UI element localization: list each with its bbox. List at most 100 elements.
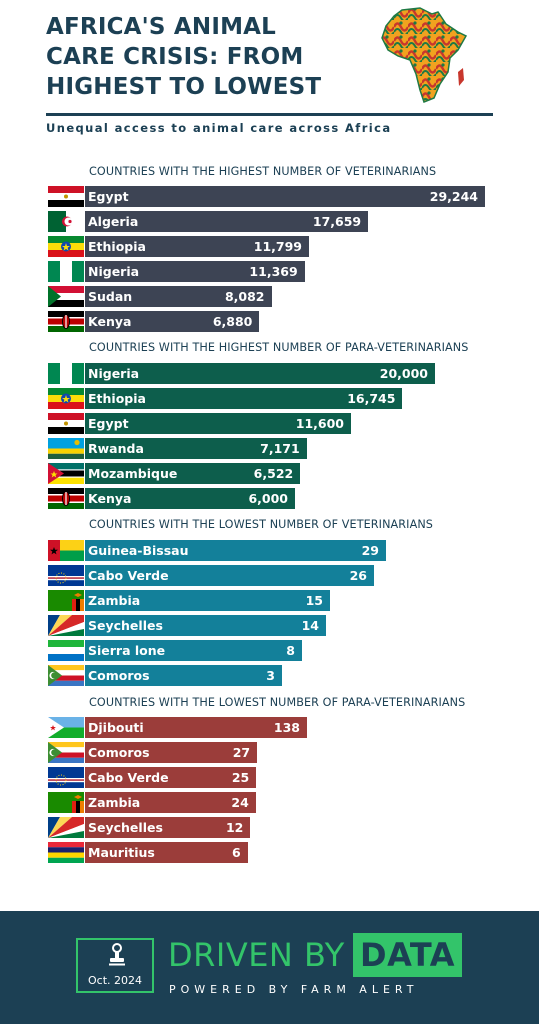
bar-category-label: Egypt — [88, 189, 129, 204]
bar: Cabo Verde 25 — [85, 767, 257, 788]
bar: Mozambique 6,522 — [85, 463, 301, 484]
title-divider — [46, 113, 493, 116]
stamp-icon — [109, 943, 125, 966]
bar: Zambia 15 — [85, 590, 330, 611]
bar-value-label: 8 — [286, 643, 295, 658]
comoros-flag-icon — [48, 742, 84, 763]
title-line: HIGHEST TO LOWEST — [46, 74, 322, 100]
bar-category-label: Nigeria — [88, 264, 140, 279]
brand-text: DRIVEN BY — [168, 936, 345, 974]
chart-title: COUNTRIES WITH THE HIGHEST NUMBER OF PAR… — [89, 341, 469, 354]
date-badge: Oct. 2024 — [76, 938, 154, 993]
kenya-flag-icon — [48, 488, 84, 509]
ethiopia-flag-icon — [48, 236, 84, 257]
powered-by: POWERED BY FARM ALERT — [169, 983, 419, 996]
bar-value-label: 29,244 — [429, 189, 478, 204]
nigeria-flag-icon — [48, 261, 84, 282]
brand-data-box: DATA — [353, 933, 462, 977]
ethiopia-flag-icon — [48, 388, 84, 409]
bar-category-label: Djibouti — [88, 720, 144, 735]
bar-category-label: Mozambique — [88, 466, 178, 481]
bar: Seychelles 14 — [85, 615, 326, 636]
bar-value-label: 3 — [266, 668, 275, 683]
bar: Zambia 24 — [85, 792, 256, 813]
bar-value-label: 6,522 — [253, 466, 294, 481]
bar-category-label: Kenya — [88, 491, 132, 506]
bar-category-label: Seychelles — [88, 820, 163, 835]
bar-category-label: Sierra lone — [88, 643, 166, 658]
mauritius-flag-icon — [48, 842, 84, 863]
bar-value-label: 6 — [231, 845, 241, 860]
zambia-flag-icon — [48, 792, 84, 813]
bar-category-label: Seychelles — [88, 618, 163, 633]
bar: Nigeria 20,000 — [85, 363, 435, 384]
bar: Egypt 29,244 — [85, 186, 485, 207]
bar: Comoros 3 — [85, 665, 282, 686]
zambia-flag-icon — [48, 590, 84, 611]
brand-data-text: DATA — [360, 936, 455, 974]
bar-category-label: Comoros — [88, 668, 150, 683]
bar: Seychelles 12 — [85, 817, 251, 838]
bar-category-label: Cabo Verde — [88, 568, 169, 583]
bar-category-label: Egypt — [88, 416, 129, 431]
chart-title: COUNTRIES WITH THE HIGHEST NUMBER OF VET… — [89, 165, 437, 178]
bar: Algeria 17,659 — [85, 211, 369, 232]
bar-value-label: 25 — [231, 770, 250, 785]
bar-value-label: 6,000 — [248, 491, 288, 506]
bar-value-label: 11,600 — [295, 416, 344, 431]
bar-category-label: Guinea-Bissau — [88, 543, 189, 558]
chart-title: COUNTRIES WITH THE LOWEST NUMBER OF VETE… — [89, 518, 433, 531]
chart-title: COUNTRIES WITH THE LOWEST NUMBER OF PARA… — [89, 696, 466, 709]
bar-value-label: 11,369 — [249, 264, 298, 279]
bar: Comoros 27 — [85, 742, 258, 763]
bar-category-label: Kenya — [88, 314, 132, 329]
mozambique-flag-icon — [48, 463, 84, 484]
title-line: CARE CRISIS: FROM — [46, 44, 304, 70]
bar-value-label: 6,880 — [212, 314, 253, 329]
title-line: AFRICA'S ANIMAL — [46, 14, 277, 40]
bar: Kenya 6,880 — [85, 311, 260, 332]
badge-date: Oct. 2024 — [87, 974, 142, 987]
page-title: AFRICA'S ANIMAL CARE CRISIS: FROM HIGHES… — [46, 12, 376, 102]
bar: Cabo Verde 26 — [85, 565, 374, 586]
bar: Djibouti 138 — [85, 717, 307, 738]
algeria-flag-icon — [48, 211, 84, 232]
cabo-verde-flag-icon — [48, 565, 84, 586]
bar-category-label: Algeria — [88, 214, 139, 229]
bar-category-label: Sudan — [88, 289, 133, 304]
bar-category-label: Comoros — [88, 745, 150, 760]
comoros-flag-icon — [48, 665, 84, 686]
bar: Guinea-Bissau 29 — [85, 540, 386, 561]
footer: Oct. 2024 DRIVEN BY DATA POWERED BY FARM… — [0, 911, 539, 1024]
bar-value-label: 17,659 — [312, 214, 362, 229]
bar: Mauritius 6 — [85, 842, 248, 863]
bar: Sierra lone 8 — [85, 640, 302, 661]
egypt-flag-icon — [48, 186, 84, 207]
seychelles-flag-icon — [48, 615, 84, 636]
sierra-leone-flag-icon — [48, 640, 84, 661]
rwanda-flag-icon — [48, 438, 84, 459]
guinea-bissau-flag-icon — [48, 540, 84, 561]
bar-value-label: 14 — [301, 618, 319, 633]
bar-value-label: 20,000 — [379, 366, 428, 381]
bar-value-label: 24 — [231, 795, 249, 810]
bar: Egypt 11,600 — [85, 413, 351, 434]
nigeria-flag-icon — [48, 363, 84, 384]
bar-value-label: 138 — [273, 720, 300, 735]
bar: Rwanda 7,171 — [85, 438, 307, 459]
bar-category-label: Nigeria — [88, 366, 140, 381]
sudan-flag-icon — [48, 286, 84, 307]
egypt-flag-icon — [48, 413, 84, 434]
bar-value-label: 26 — [349, 568, 367, 583]
cabo-verde-flag-icon — [48, 767, 84, 788]
bar-value-label: 29 — [361, 543, 379, 558]
bar-category-label: Ethiopia — [88, 239, 146, 254]
seychelles-flag-icon — [48, 817, 84, 838]
bar-category-label: Rwanda — [88, 441, 144, 456]
bar-value-label: 11,799 — [253, 239, 303, 254]
bar-value-label: 7,171 — [260, 441, 300, 456]
bar-value-label: 12 — [225, 820, 244, 835]
bar-value-label: 27 — [232, 745, 251, 760]
bar-category-label: Mauritius — [88, 845, 155, 860]
bar-value-label: 8,082 — [224, 289, 265, 304]
